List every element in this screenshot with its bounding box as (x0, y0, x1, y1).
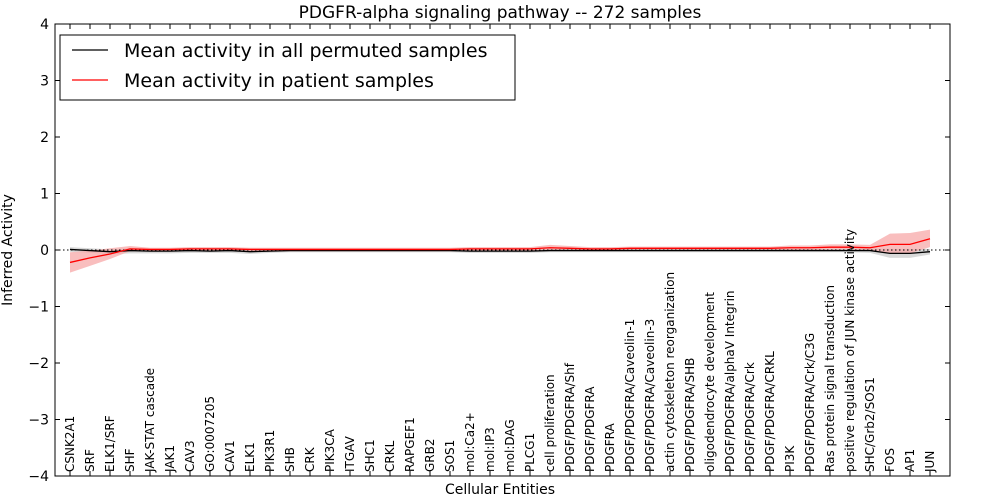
x-tick-label: GO:0007205 (203, 396, 217, 472)
x-tick-label: cell proliferation (543, 374, 557, 472)
series-line-1 (69, 238, 931, 264)
x-tick-label: PDGFRA (603, 422, 617, 472)
x-tick-label: PDGF/PDGFRA/Caveolin-1 (623, 319, 637, 472)
legend-label-patient: Mean activity in patient samples (124, 70, 434, 92)
x-tick-label: PDGF/PDGFRA/Crk (743, 362, 757, 472)
y-tick-label: 2 (40, 130, 49, 146)
x-tick-label: ELK1 (243, 442, 257, 472)
x-tick-label: CSNK2A1 (63, 416, 77, 472)
series-line-0 (69, 248, 931, 255)
y-axis-label: Inferred Activity (0, 194, 16, 306)
x-tick-label: ELK1/SRF (103, 415, 117, 472)
x-tick-label: PDGF/PDGFRA/alphaV Integrin (723, 290, 737, 472)
x-tick-label: SRF (83, 449, 97, 472)
x-tick-label: FOS (883, 448, 897, 472)
x-tick-label: actin cytoskeleton reorganization (663, 272, 677, 472)
y-tick-label: −3 (28, 413, 49, 429)
x-tick-label: CAV1 (223, 440, 237, 472)
x-tick-label: PIK3R1 (263, 430, 277, 472)
x-tick-label: PDGF/PDGFRA/CRKL (763, 351, 777, 472)
series-lines (69, 238, 931, 264)
x-tick-label: PLCG1 (523, 433, 537, 472)
x-tick-label: SHC1 (363, 439, 377, 472)
x-tick-label: AP1 (903, 449, 917, 472)
y-tick-label: −2 (28, 356, 49, 372)
x-tick-label: PIK3CA (323, 428, 337, 472)
x-tick-label: PDGF/PDGFRA/Shf (563, 362, 577, 472)
x-tick-label: PDGF/PDGFRA/Crk/C3G (803, 333, 817, 472)
x-tick-label: PDGF/PDGFRA (583, 386, 597, 472)
x-tick-label: ITGAV (343, 435, 357, 472)
y-axis-ticks: −4 −3 −2 −1 0 1 2 3 4 (28, 17, 950, 485)
x-tick-label: JAK-STAT cascade (143, 368, 157, 473)
legend-box (59, 34, 516, 101)
x-tick-label: mol:Ca2+ (463, 412, 477, 472)
x-tick-label: positive regulation of JUN kinase activi… (843, 229, 857, 472)
x-tick-label: oligodendrocyte development (703, 292, 717, 472)
x-tick-label: SHF (123, 448, 137, 472)
plot-frame (54, 23, 951, 477)
legend: Mean activity in all permuted samples Me… (59, 34, 516, 101)
x-tick-label: GRB2 (423, 438, 437, 472)
y-tick-label: −4 (28, 469, 49, 485)
chart-title: PDGFR-alpha signaling pathway -- 272 sam… (299, 3, 702, 23)
x-axis-label: Cellular Entities (445, 482, 555, 498)
x-tick-label: RAPGEF1 (403, 417, 417, 472)
x-tick-label: PDGF/PDGFRA/SHB (683, 358, 697, 472)
y-tick-label: 4 (40, 17, 49, 33)
x-tick-label: PI3K (783, 445, 797, 472)
x-tick-label: CRK (303, 446, 317, 472)
x-tick-label: SHC/Grb2/SOS1 (863, 377, 877, 472)
y-tick-label: 0 (40, 243, 49, 259)
y-tick-label: 3 (40, 74, 49, 90)
x-axis-ticks: CSNK2A1 SRF ELK1/SRF SHF JAK-STAT cascade JAK… (63, 24, 937, 476)
x-tick-label: mol:IP3 (483, 427, 497, 472)
x-tick-label: JAK1 (163, 445, 177, 473)
y-tick-label: −1 (28, 300, 49, 316)
x-tick-label: JUN (923, 451, 937, 473)
x-tick-label: CAV3 (183, 440, 197, 472)
x-tick-label: SHB (283, 447, 297, 472)
x-tick-label: mol:DAG (503, 419, 517, 472)
legend-label-permuted: Mean activity in all permuted samples (124, 40, 487, 62)
x-tick-label: SOS1 (443, 440, 457, 472)
x-tick-label: Ras protein signal transduction (823, 285, 837, 472)
x-tick-label: CRKL (383, 440, 397, 472)
y-tick-label: 1 (40, 187, 49, 203)
x-tick-label: PDGF/PDGFRA/Caveolin-3 (643, 319, 657, 472)
